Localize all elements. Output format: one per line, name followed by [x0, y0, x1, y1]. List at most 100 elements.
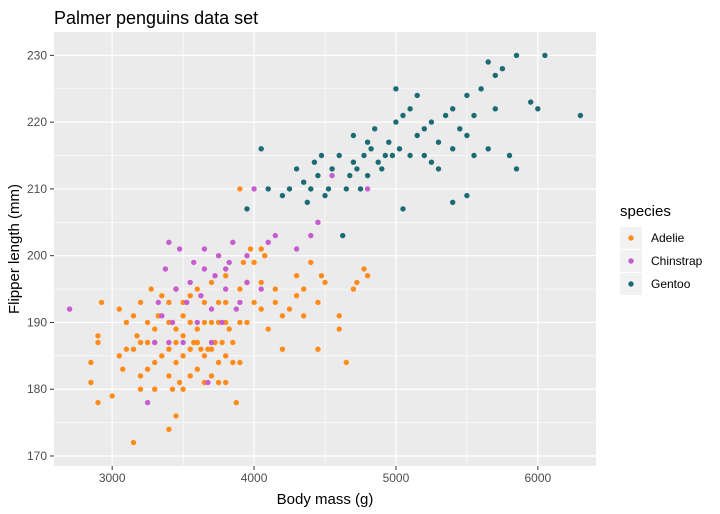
point-gentoo: [375, 159, 381, 165]
point-chinstrap: [176, 246, 183, 252]
point-adelie: [262, 253, 268, 259]
point-chinstrap: [173, 286, 179, 292]
y-tick-label: 220: [27, 115, 47, 129]
point-adelie: [144, 366, 151, 372]
point-gentoo: [325, 186, 332, 192]
point-gentoo: [506, 152, 513, 159]
point-gentoo: [400, 112, 406, 119]
point-adelie: [134, 333, 140, 339]
point-adelie: [109, 393, 115, 399]
point-gentoo: [464, 92, 470, 99]
point-adelie: [180, 353, 186, 359]
point-gentoo: [414, 92, 420, 99]
point-chinstrap: [215, 253, 222, 259]
point-gentoo: [464, 132, 470, 139]
point-chinstrap: [364, 186, 371, 192]
point-chinstrap: [152, 339, 158, 346]
point-adelie: [148, 286, 154, 292]
point-gentoo: [485, 59, 491, 65]
point-adelie: [123, 319, 130, 326]
point-gentoo: [340, 232, 346, 239]
point-adelie: [137, 373, 144, 379]
point-gentoo: [471, 152, 477, 159]
point-chinstrap: [251, 186, 257, 192]
y-tick-label: 180: [27, 382, 47, 396]
point-chinstrap: [162, 266, 169, 272]
point-gentoo: [513, 166, 520, 172]
legend-swatch-gentoo: [628, 281, 634, 287]
point-gentoo: [464, 192, 470, 199]
x-axis-title: Body mass (g): [277, 491, 374, 508]
point-adelie: [258, 306, 264, 312]
point-chinstrap: [169, 319, 176, 326]
point-adelie: [219, 339, 225, 346]
point-chinstrap: [293, 246, 300, 252]
legend-swatch-adelie: [628, 235, 634, 241]
point-adelie: [95, 339, 101, 346]
point-adelie: [293, 293, 300, 299]
x-tick-label: 4000: [241, 471, 268, 485]
point-adelie: [208, 319, 215, 326]
point-adelie: [237, 359, 243, 366]
point-gentoo: [258, 146, 264, 152]
point-adelie: [265, 326, 271, 332]
point-chinstrap: [155, 299, 161, 306]
point-chinstrap: [205, 379, 211, 386]
point-gentoo: [421, 126, 427, 132]
legend-label-adelie: Adelie: [651, 231, 685, 245]
point-gentoo: [343, 186, 349, 192]
point-chinstrap: [166, 239, 172, 245]
point-adelie: [237, 286, 243, 292]
point-gentoo: [361, 152, 367, 159]
point-adelie: [169, 386, 176, 392]
point-chinstrap: [329, 172, 335, 179]
point-adelie: [194, 366, 200, 372]
point-adelie: [166, 373, 172, 379]
point-chinstrap: [144, 399, 151, 406]
point-adelie: [187, 346, 193, 352]
point-gentoo: [368, 146, 374, 152]
point-adelie: [88, 359, 94, 366]
point-adelie: [180, 386, 186, 392]
legend-items: Adelie Chinstrap Gentoo: [620, 227, 703, 295]
point-chinstrap: [230, 239, 236, 245]
point-adelie: [343, 359, 349, 366]
data-points: [66, 52, 584, 446]
point-gentoo: [435, 139, 442, 145]
point-gentoo: [322, 192, 328, 199]
point-gentoo: [372, 126, 378, 132]
point-adelie: [187, 319, 193, 326]
point-adelie: [98, 299, 105, 306]
point-adelie: [223, 353, 229, 359]
point-gentoo: [364, 172, 371, 179]
y-tick-label: 200: [27, 249, 47, 263]
point-adelie: [201, 319, 208, 326]
point-gentoo: [577, 112, 584, 119]
point-gentoo: [304, 199, 310, 205]
point-gentoo: [315, 172, 321, 179]
point-gentoo: [513, 52, 520, 59]
point-gentoo: [450, 106, 456, 112]
point-adelie: [315, 346, 321, 352]
point-gentoo: [347, 172, 353, 179]
point-adelie: [198, 346, 204, 352]
point-gentoo: [329, 166, 335, 172]
point-gentoo: [350, 159, 357, 165]
point-adelie: [194, 326, 200, 332]
point-adelie: [251, 259, 257, 266]
point-adelie: [215, 379, 222, 386]
point-chinstrap: [237, 299, 243, 306]
y-axis-ticks: 170 180 190 200 210 220 230: [27, 48, 54, 463]
point-adelie: [166, 299, 172, 306]
point-chinstrap: [233, 306, 239, 312]
point-adelie: [251, 299, 257, 306]
point-gentoo: [428, 119, 435, 125]
point-adelie: [272, 299, 278, 306]
point-chinstrap: [66, 306, 73, 312]
point-gentoo: [393, 119, 399, 125]
point-adelie: [233, 399, 239, 406]
point-chinstrap: [226, 259, 232, 266]
point-gentoo: [428, 159, 435, 165]
point-adelie: [230, 359, 236, 366]
point-adelie: [152, 359, 158, 366]
